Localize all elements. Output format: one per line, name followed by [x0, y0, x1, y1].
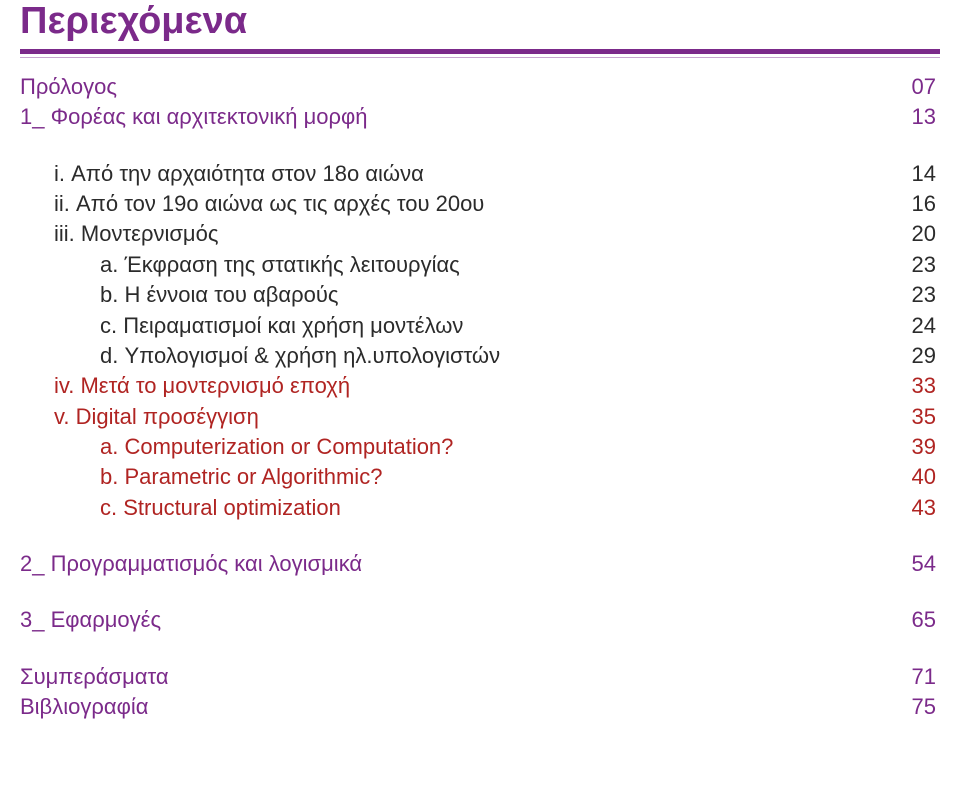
toc-label: b. Η έννοια του αβαρούς: [20, 280, 876, 310]
toc-page-number: 65: [876, 605, 940, 635]
toc-page-number: 14: [876, 159, 940, 189]
toc-label: c. Structural optimization: [20, 493, 876, 523]
toc-page-number: 23: [876, 280, 940, 310]
toc-label: b. Parametric or Algorithmic?: [20, 462, 876, 492]
toc-row: d. Υπολογισμοί & χρήση ηλ.υπολογιστών29: [20, 341, 940, 371]
toc-row: c. Structural optimization43: [20, 493, 940, 523]
toc-row: v. Digital προσέγγιση35: [20, 402, 940, 432]
toc-label: 1_ Φορέας και αρχιτεκτονική μορφή: [20, 102, 876, 132]
toc-label: i. Από την αρχαιότητα στον 18ο αιώνα: [20, 159, 876, 189]
toc-label: a. Έκφραση της στατικής λειτουργίας: [20, 250, 876, 280]
toc-block-2: i. Από την αρχαιότητα στον 18ο αιώνα14ii…: [20, 159, 940, 523]
toc-label: ii. Από τον 19ο αιώνα ως τις αρχές του 2…: [20, 189, 876, 219]
toc-label: 2_ Προγραμματισμός και λογισμικά: [20, 549, 876, 579]
toc-block-3: 2_ Προγραμματισμός και λογισμικά54: [20, 549, 940, 579]
toc-row: i. Από την αρχαιότητα στον 18ο αιώνα14: [20, 159, 940, 189]
toc-row: 1_ Φορέας και αρχιτεκτονική μορφή13: [20, 102, 940, 132]
toc-page-number: 13: [876, 102, 940, 132]
toc-page-number: 29: [876, 341, 940, 371]
toc-label: c. Πειραματισμοί και χρήση μοντέλων: [20, 311, 876, 341]
toc-page-number: 33: [876, 371, 940, 401]
toc-row: iv. Μετά το μοντερνισμό εποχή33: [20, 371, 940, 401]
title-rule-thin: [20, 57, 940, 58]
toc-label: Συμπεράσματα: [20, 662, 876, 692]
toc-page-number: 40: [876, 462, 940, 492]
toc-page-number: 54: [876, 549, 940, 579]
toc-label: iii. Μοντερνισμός: [20, 219, 876, 249]
toc-row: Πρόλογος07: [20, 72, 940, 102]
toc-row: 3_ Εφαρμογές65: [20, 605, 940, 635]
toc-row: iii. Μοντερνισμός20: [20, 219, 940, 249]
toc-block-4: 3_ Εφαρμογές65: [20, 605, 940, 635]
toc-row: b. Parametric or Algorithmic?40: [20, 462, 940, 492]
toc-label: v. Digital προσέγγιση: [20, 402, 876, 432]
toc-page-number: 43: [876, 493, 940, 523]
toc-row: Συμπεράσματα71: [20, 662, 940, 692]
toc-page-number: 71: [876, 662, 940, 692]
toc-page-number: 20: [876, 219, 940, 249]
toc-label: a. Computerization or Computation?: [20, 432, 876, 462]
toc-row: a. Computerization or Computation?39: [20, 432, 940, 462]
toc-label: Πρόλογος: [20, 72, 876, 102]
toc-page-number: 23: [876, 250, 940, 280]
toc-page-number: 35: [876, 402, 940, 432]
toc-page-number: 24: [876, 311, 940, 341]
toc-page-number: 75: [876, 692, 940, 722]
toc-row: 2_ Προγραμματισμός και λογισμικά54: [20, 549, 940, 579]
toc-page-number: 16: [876, 189, 940, 219]
toc-row: ii. Από τον 19ο αιώνα ως τις αρχές του 2…: [20, 189, 940, 219]
toc-block-1: Πρόλογος071_ Φορέας και αρχιτεκτονική μο…: [20, 72, 940, 133]
toc-row: Βιβλιογραφία75: [20, 692, 940, 722]
toc-row: c. Πειραματισμοί και χρήση μοντέλων24: [20, 311, 940, 341]
toc-label: iv. Μετά το μοντερνισμό εποχή: [20, 371, 876, 401]
toc-page: Περιεχόμενα Πρόλογος071_ Φορέας και αρχι…: [0, 0, 960, 768]
toc-label: Βιβλιογραφία: [20, 692, 876, 722]
toc-page-number: 39: [876, 432, 940, 462]
toc-label: d. Υπολογισμοί & χρήση ηλ.υπολογιστών: [20, 341, 876, 371]
page-title: Περιεχόμενα: [20, 0, 940, 43]
toc-row: b. Η έννοια του αβαρούς23: [20, 280, 940, 310]
toc-row: a. Έκφραση της στατικής λειτουργίας23: [20, 250, 940, 280]
toc-label: 3_ Εφαρμογές: [20, 605, 876, 635]
toc-block-5: Συμπεράσματα71Βιβλιογραφία75: [20, 662, 940, 723]
toc-page-number: 07: [876, 72, 940, 102]
title-rule-thick: [20, 49, 940, 54]
